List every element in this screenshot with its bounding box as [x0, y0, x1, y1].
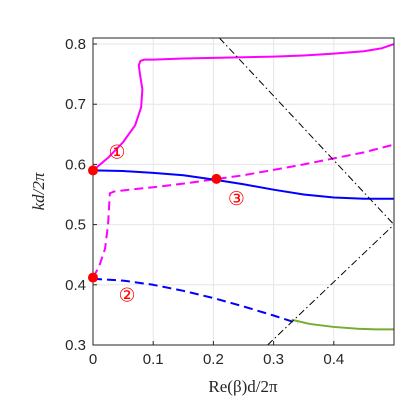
series-line-magenta-solid	[93, 43, 394, 172]
y-tick-label: 0.3	[65, 337, 86, 354]
axis-ticks: 0 0.1 0.2 0.3 0.4 0.3 0.4 0.5 0.6 0.7 0.8	[65, 36, 344, 368]
point-label: ③	[228, 188, 245, 210]
y-tick-label: 0.5	[65, 217, 86, 234]
x-tick-label: 0.1	[143, 351, 164, 368]
point-label: ②	[118, 285, 135, 307]
series-line-black-dashdot	[267, 224, 394, 345]
point-label: ①	[108, 141, 125, 163]
y-tick-label: 0.4	[65, 277, 86, 294]
point-marker	[211, 173, 222, 184]
series-line-blue-solid	[93, 169, 394, 200]
x-tick-label: 0.2	[203, 351, 224, 368]
series-line-blue-dashed	[93, 277, 298, 325]
x-axis-title: Re(β)d/2π	[208, 377, 278, 396]
series-layer	[93, 38, 394, 345]
x-tick-label: 0	[89, 351, 97, 368]
x-tick-label: 0.3	[263, 351, 284, 368]
point-marker	[88, 165, 98, 176]
x-tick-label: 0.4	[323, 351, 344, 368]
y-axis-title: kd/2π	[29, 172, 48, 210]
series-line-green-solid	[291, 318, 394, 331]
y-tick-label: 0.6	[65, 156, 86, 173]
point-marker	[88, 272, 98, 283]
y-tick-label: 0.7	[65, 96, 86, 113]
grid	[92, 38, 394, 346]
series-line-magenta-dashed	[93, 143, 394, 279]
y-tick-label: 0.8	[65, 36, 86, 53]
plot-frame	[92, 37, 395, 346]
marker-layer: ① ② ③	[88, 141, 245, 307]
